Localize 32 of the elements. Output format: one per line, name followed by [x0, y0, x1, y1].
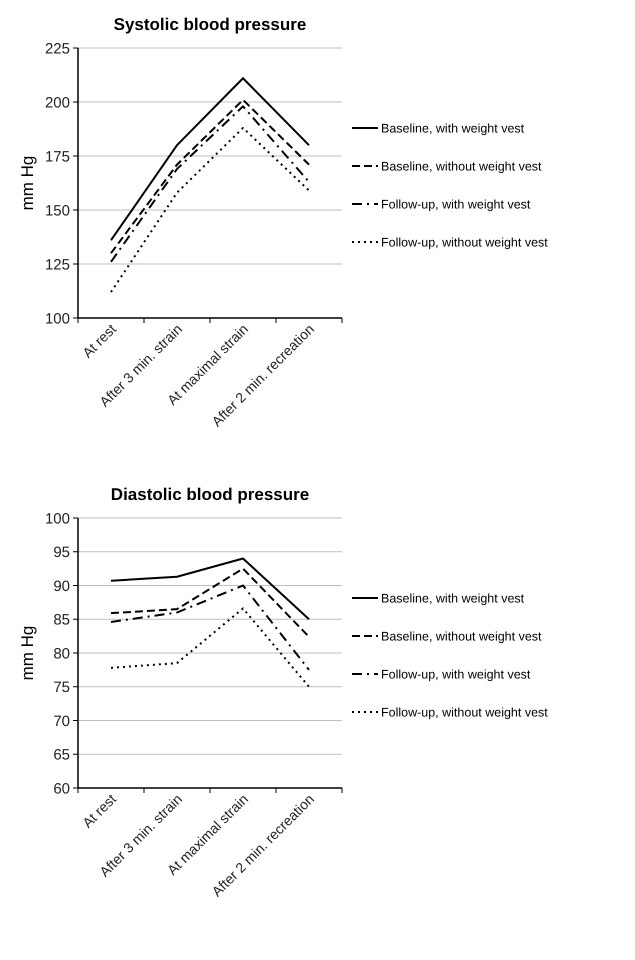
y-tick-label: 85: [53, 612, 70, 628]
y-tick-label: 150: [44, 202, 70, 220]
y-tick-label: 225: [44, 40, 70, 58]
legend-label: Baseline, without weight vest: [381, 629, 542, 644]
line-series: [110, 558, 310, 620]
y-tick-label: 100: [44, 310, 70, 328]
x-tick-label: At rest: [79, 320, 120, 361]
y-tick-label: 200: [44, 94, 70, 112]
y-tick-label: 75: [53, 679, 70, 696]
y-tick-label: 100: [44, 510, 70, 528]
y-tick-label: 125: [44, 256, 70, 274]
y-tick-label: 60: [53, 780, 70, 798]
line-series: [110, 126, 310, 294]
y-axis-title: mm Hg: [18, 626, 37, 680]
y-tick-label: 70: [53, 712, 70, 730]
legend-label: Follow-up, with weight vest: [381, 667, 531, 682]
y-tick-label: 65: [53, 746, 70, 764]
legend-label: Baseline, with weight vest: [381, 121, 525, 136]
y-tick-label: 175: [44, 148, 70, 166]
legend-label: Baseline, without weight vest: [381, 159, 542, 174]
legend-label: Follow-up, without weight vest: [381, 705, 548, 720]
legend-label: Baseline, with weight vest: [381, 591, 525, 606]
y-tick-label: 90: [53, 578, 70, 595]
legend-label: Follow-up, without weight vest: [381, 235, 548, 250]
legend-label: Follow-up, with weight vest: [381, 197, 531, 212]
chart-title: Systolic blood pressure: [114, 15, 306, 34]
x-tick-label: At rest: [79, 790, 120, 831]
line-series: [110, 607, 310, 688]
chart-title: Diastolic blood pressure: [110, 485, 310, 504]
y-axis-title: mm Hg: [18, 156, 37, 210]
y-tick-label: 95: [53, 544, 70, 561]
y-tick-label: 80: [53, 645, 70, 662]
